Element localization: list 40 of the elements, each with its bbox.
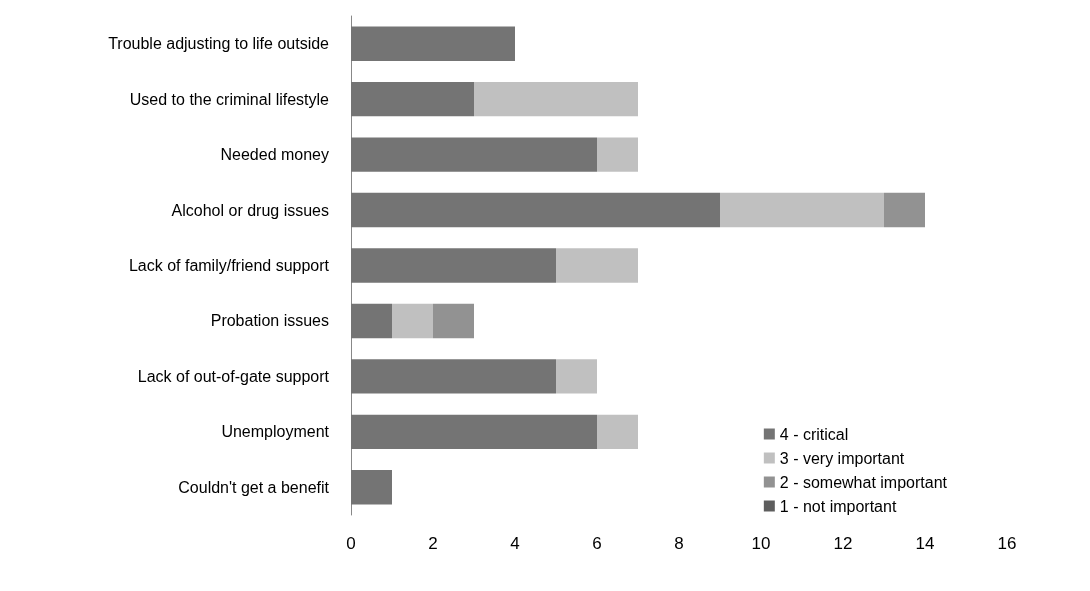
bar [351, 192, 720, 228]
bar [351, 359, 556, 394]
x-tick-label: 2 [428, 534, 438, 553]
legend-label: 4 - critical [779, 425, 849, 443]
legend-label: 3 - very important [779, 449, 905, 467]
x-tick-label: 10 [751, 534, 771, 553]
legend-label: 1 - not important [779, 497, 897, 515]
bar [351, 470, 392, 505]
y-tick-label: Alcohol or drug issues [171, 201, 329, 219]
bar [884, 192, 925, 228]
bar [720, 192, 884, 228]
x-tick-label: 12 [833, 534, 853, 553]
x-tick-label: 14 [915, 534, 935, 553]
y-tick-label: Used to the criminal lifestyle [129, 90, 330, 108]
y-tick-label: Probation issues [210, 312, 329, 330]
x-tick-label: 6 [592, 534, 602, 553]
bar [351, 137, 597, 172]
x-tick-label: 0 [346, 534, 356, 553]
bar [556, 248, 638, 283]
y-tick-label: Trouble adjusting to life outside [108, 35, 330, 53]
x-tick-label: 8 [674, 534, 684, 553]
bar [556, 359, 597, 394]
y-tick-label: Lack of out-of-gate support [137, 367, 330, 385]
bar [597, 137, 638, 172]
x-tick-label: 16 [997, 534, 1017, 553]
y-tick-label: Couldn't get a benefit [178, 478, 330, 496]
bar [351, 81, 474, 117]
y-tick-label: Unemployment [221, 423, 330, 441]
bar [392, 303, 433, 339]
bar [351, 303, 392, 339]
y-tick-label: Needed money [220, 146, 329, 164]
bar [433, 303, 474, 339]
legend-label: 2 - somewhat important [779, 473, 948, 491]
bar [351, 248, 556, 283]
y-tick-label: Lack of family/friend support [128, 257, 330, 274]
bar [474, 81, 638, 117]
bar [351, 26, 515, 61]
bar [351, 414, 597, 450]
x-tick-label: 4 [510, 534, 520, 553]
bar [597, 414, 638, 450]
